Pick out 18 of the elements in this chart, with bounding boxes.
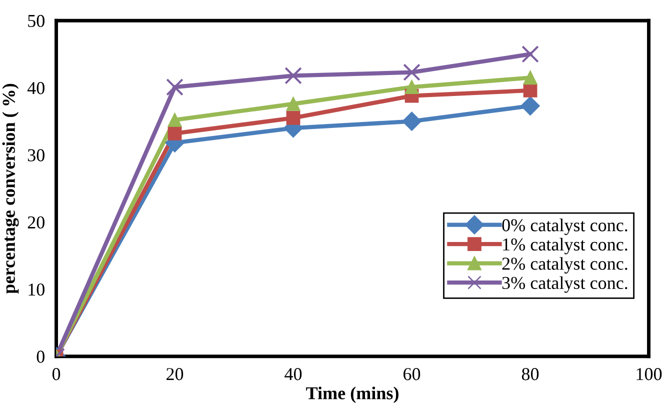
y-tick-label: 0	[36, 350, 44, 363]
legend-label: 3% catalyst conc.	[502, 276, 628, 293]
y-tick-label: 20	[28, 216, 44, 229]
y-tick-label: 10	[28, 283, 44, 296]
x-tick-label: 0	[52, 368, 60, 380]
x-tick-label: 20	[166, 368, 184, 380]
legend-label: 2% catalyst conc.	[502, 257, 628, 274]
legend-label: 0% catalyst conc.	[502, 218, 628, 236]
x-axis-title: Time (mins)	[306, 386, 398, 404]
x-tick-label: 100	[636, 368, 662, 380]
x-tick-label: 40	[284, 368, 302, 380]
x-tick-label: 80	[522, 368, 539, 380]
y-tick-label: 50	[28, 14, 44, 28]
x-tick-label: 60	[404, 368, 420, 380]
y-tick-label: 30	[28, 149, 44, 162]
legend-label: 1% catalyst conc.	[503, 238, 628, 254]
y-tick-label: 40	[27, 82, 44, 94]
y-axis-title: percentage conversion ( %)	[2, 84, 19, 294]
